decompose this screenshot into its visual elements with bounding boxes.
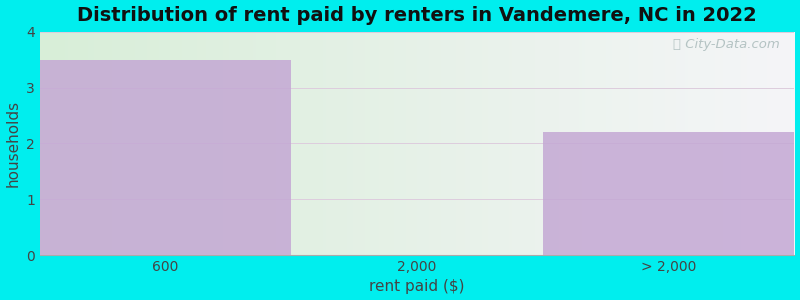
Y-axis label: households: households: [6, 100, 21, 187]
X-axis label: rent paid ($): rent paid ($): [370, 279, 465, 294]
Title: Distribution of rent paid by renters in Vandemere, NC in 2022: Distribution of rent paid by renters in …: [78, 6, 757, 25]
Bar: [543, 132, 794, 255]
Bar: [40, 60, 291, 255]
Text: ⓘ City-Data.com: ⓘ City-Data.com: [673, 38, 779, 51]
